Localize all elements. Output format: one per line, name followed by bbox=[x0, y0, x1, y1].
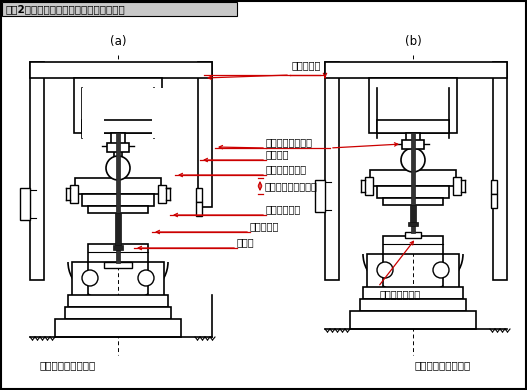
Bar bbox=[20, 188, 30, 220]
Bar bbox=[365, 177, 373, 195]
Bar bbox=[406, 133, 420, 147]
Text: ノックアウト棒: ノックアウト棒 bbox=[266, 164, 307, 174]
Bar bbox=[113, 245, 123, 250]
Bar bbox=[367, 254, 383, 289]
Bar bbox=[491, 194, 497, 208]
Bar bbox=[383, 236, 443, 254]
Bar bbox=[350, 311, 476, 329]
Bar bbox=[377, 186, 449, 198]
Bar bbox=[82, 88, 104, 138]
Bar bbox=[148, 262, 164, 297]
Text: ストリッパ: ストリッパ bbox=[250, 221, 279, 231]
Text: 加工完了（下死点）: 加工完了（下死点） bbox=[40, 360, 96, 370]
Bar bbox=[360, 299, 466, 311]
Bar bbox=[405, 232, 421, 238]
Bar bbox=[111, 133, 125, 151]
Text: かんざし: かんざし bbox=[266, 149, 289, 159]
Circle shape bbox=[106, 156, 130, 180]
Bar bbox=[107, 143, 129, 152]
Bar bbox=[72, 262, 88, 297]
Bar bbox=[30, 62, 212, 78]
Bar bbox=[115, 213, 121, 248]
Bar bbox=[70, 185, 78, 203]
Bar bbox=[2, 2, 237, 16]
Bar bbox=[82, 194, 154, 206]
Circle shape bbox=[433, 262, 449, 278]
Bar bbox=[82, 120, 154, 133]
Bar bbox=[55, 319, 181, 337]
Bar bbox=[383, 198, 443, 205]
Bar bbox=[325, 62, 507, 78]
Bar bbox=[65, 307, 171, 319]
Text: スライドストローク: スライドストローク bbox=[265, 181, 318, 191]
Circle shape bbox=[377, 262, 393, 278]
Bar bbox=[68, 295, 168, 307]
Circle shape bbox=[401, 148, 425, 172]
Text: (b): (b) bbox=[405, 35, 422, 48]
Text: ノックアウト: ノックアウト bbox=[266, 204, 301, 214]
Bar bbox=[410, 205, 416, 225]
Text: プレス機械: プレス機械 bbox=[292, 60, 321, 70]
Bar bbox=[30, 62, 44, 280]
Bar bbox=[114, 148, 122, 170]
Bar bbox=[453, 177, 461, 195]
Bar bbox=[408, 222, 418, 226]
Bar bbox=[158, 185, 166, 203]
Bar bbox=[198, 62, 212, 207]
Circle shape bbox=[138, 270, 154, 286]
Text: 【図2】ノックアウトとプレス機械の関係: 【図2】ノックアウトとプレス機械の関係 bbox=[5, 4, 125, 14]
Bar bbox=[88, 244, 148, 262]
Text: かんざし調節ねじ: かんざし調節ねじ bbox=[266, 137, 313, 147]
Bar bbox=[104, 262, 132, 268]
Text: (a): (a) bbox=[110, 35, 126, 48]
Bar bbox=[409, 144, 417, 162]
Bar bbox=[443, 254, 459, 289]
Bar bbox=[74, 78, 162, 133]
Text: パンチ: パンチ bbox=[237, 237, 255, 247]
Bar bbox=[196, 188, 202, 202]
Bar bbox=[411, 133, 415, 233]
Bar bbox=[493, 62, 507, 280]
Text: 排出された製品: 排出された製品 bbox=[380, 289, 421, 299]
Bar bbox=[370, 170, 456, 186]
Bar bbox=[325, 62, 339, 280]
Circle shape bbox=[82, 270, 98, 286]
Bar bbox=[363, 287, 463, 299]
Bar bbox=[369, 78, 457, 133]
Bar bbox=[196, 202, 202, 216]
Bar bbox=[377, 120, 449, 133]
Bar bbox=[491, 180, 497, 194]
Bar bbox=[402, 140, 424, 149]
Bar bbox=[315, 180, 325, 212]
Bar bbox=[88, 206, 148, 213]
Bar bbox=[116, 133, 120, 263]
Bar bbox=[75, 178, 161, 194]
Text: 製品排出（上死点）: 製品排出（上死点） bbox=[415, 360, 471, 370]
Bar bbox=[152, 88, 174, 138]
